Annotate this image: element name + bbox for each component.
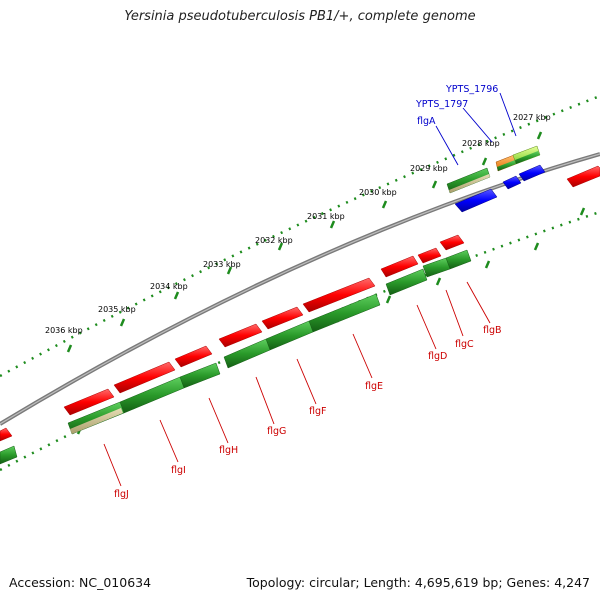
scale-label-2033: 2033 kbp <box>203 260 241 269</box>
outer-scale-ring <box>0 94 600 378</box>
gene-label-flgA[interactable]: flgA <box>417 116 436 127</box>
scale-label-2028: 2028 kbp <box>462 139 500 148</box>
gene-flgH-bar[interactable] <box>179 362 221 389</box>
forward-strand-genes <box>0 165 600 442</box>
gene-label-flgH[interactable]: flgH <box>219 445 238 456</box>
accession-label: Accession: NC_010634 <box>9 575 152 590</box>
gene-right-edge-arrow[interactable] <box>566 165 600 188</box>
gene-label-flgB[interactable]: flgB <box>483 325 502 336</box>
gene-label-flgJ[interactable]: flgJ <box>114 489 129 500</box>
cds-features <box>454 164 546 213</box>
reverse-strand-genes <box>0 145 541 465</box>
gene-label-YPTS_1796[interactable]: YPTS_1796 <box>445 84 498 95</box>
gene-label-flgF[interactable]: flgF <box>309 406 326 417</box>
cds-YPTS_1796-arrow[interactable] <box>518 164 546 182</box>
gene-label-flgI[interactable]: flgI <box>171 465 186 476</box>
scale-label-2030: 2030 kbp <box>359 188 397 197</box>
gene-flgJ-arrow[interactable] <box>63 388 115 416</box>
gene-flgG-bar[interactable] <box>223 338 271 369</box>
gene-flgE-arrow[interactable] <box>302 277 376 313</box>
gene-flgD-arrow[interactable] <box>380 255 419 278</box>
scale-label-2029: 2029 kbp <box>410 164 448 173</box>
gene-flgC-arrow[interactable] <box>417 247 442 264</box>
scale-label-2032: 2032 kbp <box>255 236 293 245</box>
genome-summary: Topology: circular; Length: 4,695,619 bp… <box>246 575 590 590</box>
gene-flgD-bar[interactable] <box>385 268 428 296</box>
scale-label-2034: 2034 kbp <box>150 282 188 291</box>
gene-label-flgC[interactable]: flgC <box>455 339 474 350</box>
cds-YPTS_1797-arrow[interactable] <box>502 175 522 190</box>
scale-label-2035: 2035 kbp <box>98 305 136 314</box>
gene-left-edge-bar[interactable] <box>0 445 18 465</box>
gene-label-YPTS_1797[interactable]: YPTS_1797 <box>415 99 468 110</box>
scale-label-2027: 2027 kbp <box>513 113 551 122</box>
inner-scale-ring <box>0 207 600 472</box>
cds-flgA-arrow[interactable] <box>454 188 498 213</box>
gene-flgB-arrow[interactable] <box>439 234 465 251</box>
scale-label-2031: 2031 kbp <box>307 212 345 221</box>
gene-left-edge-arrow[interactable] <box>0 427 13 442</box>
genome-backbone <box>0 152 600 426</box>
gene-label-flgG[interactable]: flgG <box>267 426 286 437</box>
gene-label-flgD[interactable]: flgD <box>428 351 447 362</box>
map-title: Yersinia pseudotuberculosis PB1/+, compl… <box>124 9 476 24</box>
gene-flgI-arrow[interactable] <box>113 361 176 394</box>
gene-label-flgE[interactable]: flgE <box>365 381 383 392</box>
gene-flgF-arrow[interactable] <box>261 306 304 330</box>
gene-flgB-bar[interactable] <box>445 249 472 270</box>
gene-flgC-bar[interactable] <box>422 257 451 278</box>
gene-flgG-arrow[interactable] <box>218 323 263 348</box>
scale-label-2036: 2036 kbp <box>45 326 83 335</box>
gene-flgH-arrow[interactable] <box>174 345 213 368</box>
